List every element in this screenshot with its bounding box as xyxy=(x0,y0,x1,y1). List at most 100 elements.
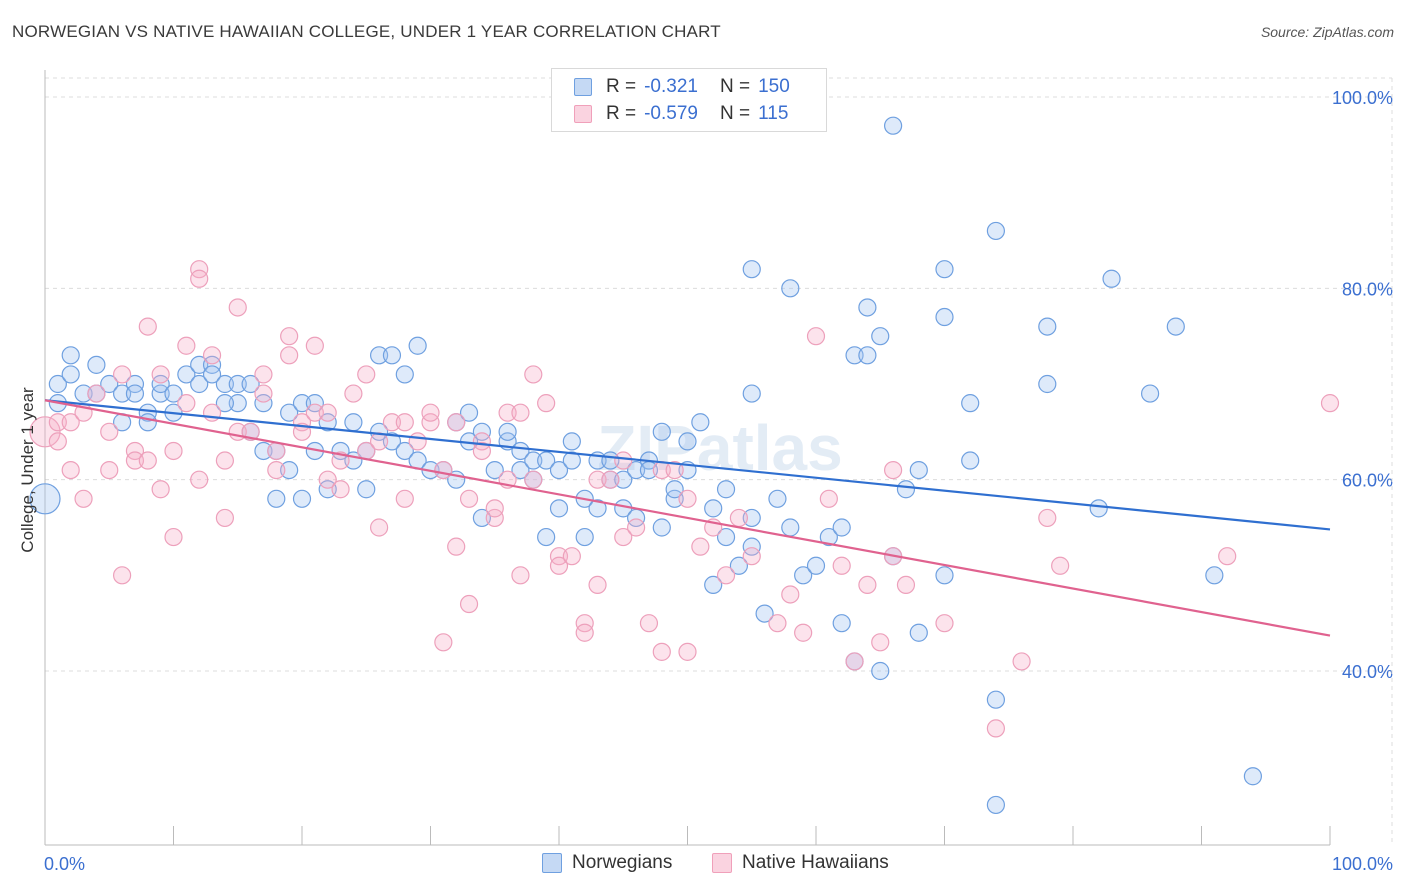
native-hawaiians-point xyxy=(177,336,196,355)
norwegians-point xyxy=(61,346,80,365)
y-tick-label: 100.0% xyxy=(1332,88,1393,108)
norwegians-point xyxy=(1140,384,1160,403)
native-hawaiians-point xyxy=(395,413,414,432)
norwegians-point xyxy=(549,461,569,480)
native-hawaiians-point xyxy=(986,719,1006,738)
norwegians-point xyxy=(961,394,980,413)
norwegians-point xyxy=(305,394,324,413)
native-hawaiians-point xyxy=(729,508,749,528)
native-hawaiians-point xyxy=(447,413,466,432)
norwegians-point xyxy=(190,355,209,374)
native-hawaiians-point xyxy=(280,346,299,365)
norwegians-point xyxy=(896,480,916,499)
norwegians-point xyxy=(138,403,157,422)
norwegians-point xyxy=(652,422,671,441)
y-tick-label: 60.0% xyxy=(1342,471,1393,491)
norwegians-point xyxy=(549,499,569,518)
native-hawaiians-point xyxy=(1218,547,1237,566)
norwegians-point xyxy=(202,355,222,374)
n-value: 115 xyxy=(758,103,789,124)
norwegians-point xyxy=(228,394,247,413)
native-hawaiians-point xyxy=(318,470,337,489)
native-hawaiians-point xyxy=(742,547,761,566)
norwegians-point xyxy=(768,489,787,508)
y-tick-label: 40.0% xyxy=(1342,662,1393,682)
native-hawaiians-point xyxy=(100,461,119,480)
native-hawaiians-point xyxy=(1038,508,1057,528)
native-hawaiians-point xyxy=(305,336,324,355)
native-hawaiians-point xyxy=(845,652,864,671)
norwegians-point xyxy=(871,661,890,681)
native-hawaiians-point xyxy=(832,556,851,575)
native-hawaiians-point xyxy=(575,623,594,642)
native-hawaiians-point xyxy=(305,403,324,422)
native-hawaiians-point xyxy=(935,614,954,633)
source-credit: Source: ZipAtlas.com xyxy=(1260,24,1394,40)
norwegians-point xyxy=(909,623,928,642)
n-label: N = xyxy=(719,103,751,124)
norwegians-point xyxy=(267,489,286,508)
norwegians-point xyxy=(716,480,736,499)
native-hawaiians-point xyxy=(125,451,145,470)
native-hawaiians-point xyxy=(626,518,646,537)
norwegians-point xyxy=(254,441,273,461)
norwegians-point xyxy=(48,374,67,394)
norwegians-point xyxy=(794,566,813,585)
native-hawaiians-point xyxy=(254,365,273,384)
native-hawaiians-point xyxy=(382,413,402,432)
norwegians-point xyxy=(318,413,337,432)
native-hawaiians-point xyxy=(151,365,170,384)
norwegians-point xyxy=(511,461,530,480)
watermark: ZIPatlas xyxy=(597,412,842,484)
norwegians-legend-swatch xyxy=(542,853,562,873)
legend-row-native-hawaiians: R = -0.579 N = 115 xyxy=(574,101,788,127)
norwegians-point xyxy=(395,365,414,384)
norwegians-point xyxy=(498,422,517,441)
norwegians-point xyxy=(344,413,363,432)
native-hawaiians-point xyxy=(408,432,427,451)
native-hawaiians-point xyxy=(614,451,633,470)
norwegians-point xyxy=(858,346,877,365)
norwegians-point xyxy=(1089,499,1108,518)
native-hawaiians-point xyxy=(112,566,132,585)
norwegians-trend-line xyxy=(44,399,1331,531)
native-hawaiians-point xyxy=(318,403,337,422)
norwegians-point xyxy=(177,365,196,384)
native-hawaiians-swatch xyxy=(574,105,592,123)
native-hawaiians-point xyxy=(806,327,826,346)
norwegians-point xyxy=(986,795,1006,815)
native-hawaiians-point xyxy=(691,537,710,556)
native-hawaiians-point xyxy=(434,461,453,480)
native-hawaiians-point xyxy=(434,633,453,652)
norwegians-point xyxy=(588,499,607,518)
native-hawaiians-point xyxy=(781,585,800,604)
norwegians-point xyxy=(254,394,273,413)
norwegians-point xyxy=(524,451,543,470)
native-hawaiians-point xyxy=(1012,652,1031,671)
norwegians-point xyxy=(1243,767,1263,786)
native-hawaiians-point xyxy=(151,480,170,499)
norwegians-point xyxy=(1038,317,1057,336)
legend-item-native-hawaiians: Native Hawaiians xyxy=(712,852,889,874)
native-hawaiians-point xyxy=(639,614,659,633)
norwegians-point xyxy=(74,384,93,403)
norwegians-point xyxy=(665,480,684,499)
norwegians-point xyxy=(537,451,556,470)
x-tick-label: 100.0% xyxy=(1332,854,1393,874)
norwegians-point xyxy=(382,432,402,451)
norwegians-point xyxy=(678,432,697,451)
native-hawaiians-point xyxy=(395,489,414,508)
native-hawaiians-point xyxy=(267,441,286,461)
native-hawaiians-point xyxy=(29,416,61,448)
native-hawaiians-point xyxy=(588,575,607,595)
native-hawaiians-point xyxy=(447,537,466,556)
norwegians-point xyxy=(832,614,851,633)
norwegians-point xyxy=(241,374,260,394)
native-hawaiians-point xyxy=(138,451,157,470)
norwegians-point xyxy=(125,374,145,394)
native-hawaiians-point xyxy=(485,508,504,528)
native-hawaiians-point xyxy=(100,422,119,441)
norwegians-point xyxy=(562,451,581,470)
native-hawaiians-point xyxy=(1051,556,1070,575)
native-hawaiians-point xyxy=(575,614,594,633)
